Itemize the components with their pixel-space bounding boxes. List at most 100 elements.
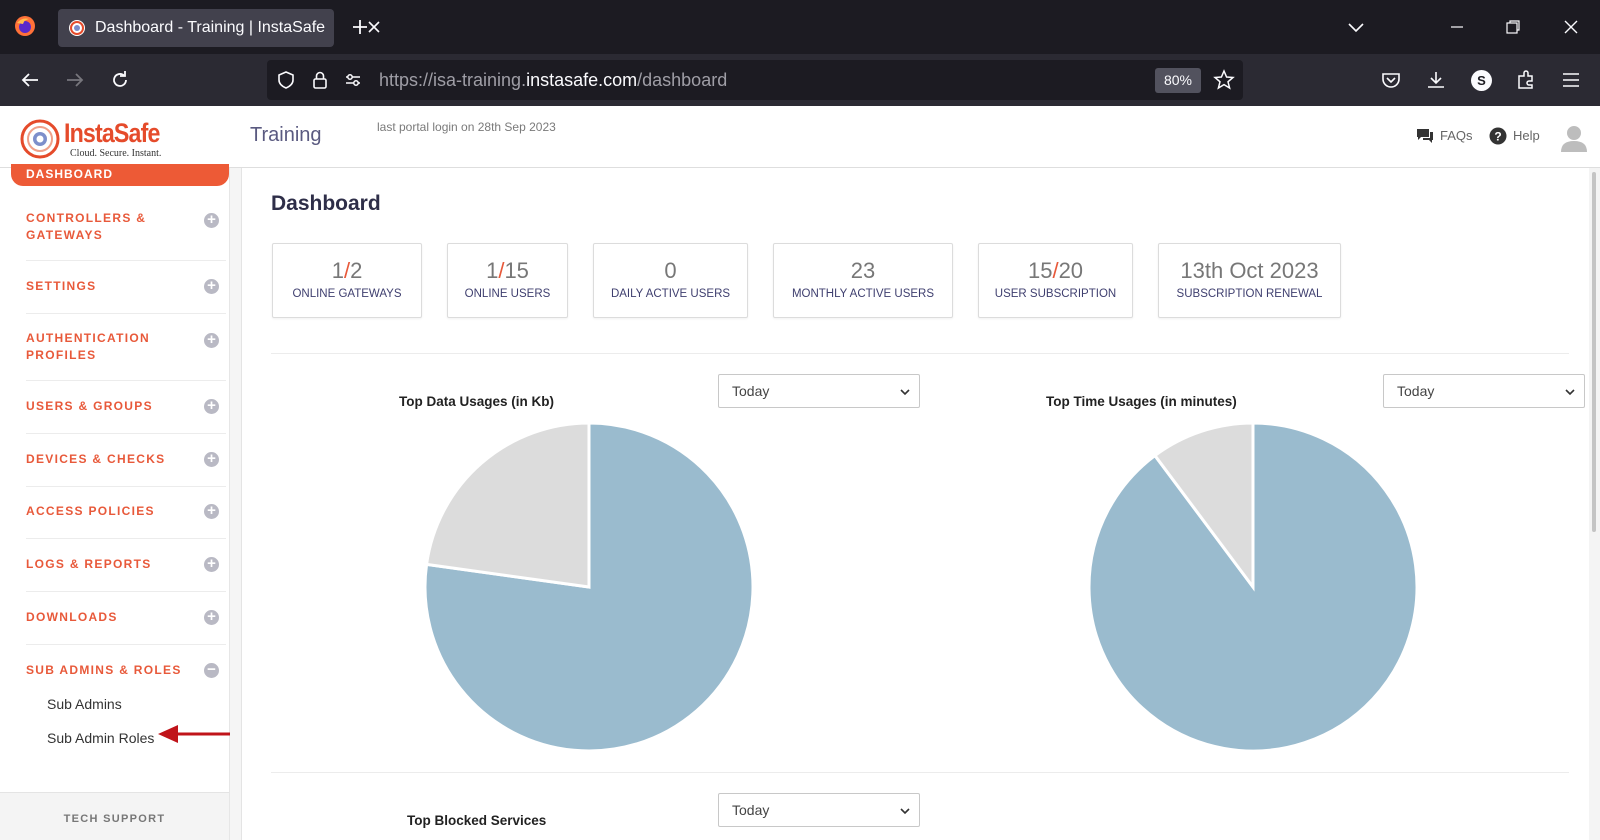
- expand-plus-icon[interactable]: +: [204, 212, 219, 228]
- sidebar-item-label: AUTHENTICATION PROFILES: [26, 331, 150, 362]
- instasafe-logo[interactable]: InstaSafe Cloud. Secure. Instant.: [18, 114, 168, 160]
- expand-plus-icon[interactable]: +: [204, 609, 219, 625]
- browser-nav-bar: https://isa-training.instasafe.com/dashb…: [0, 54, 1600, 106]
- expand-plus-icon[interactable]: +: [204, 503, 219, 519]
- stat-value-a: 13th Oct 2023: [1180, 258, 1319, 283]
- sidebar-divider: [26, 313, 226, 314]
- expand-plus-icon[interactable]: +: [204, 451, 219, 467]
- portal-name: Training: [250, 124, 322, 146]
- last-login-text: last portal login on 28th Sep 2023: [377, 120, 556, 134]
- faqs-link[interactable]: FAQs: [1440, 128, 1473, 143]
- sidebar-item-label: USERS & GROUPS: [26, 399, 153, 413]
- menu-hamburger-icon[interactable]: [1560, 69, 1582, 91]
- tab-title: Dashboard - Training | InstaSafe: [95, 19, 326, 36]
- sidebar-subitem-sub-admins[interactable]: Sub Admins: [47, 696, 122, 712]
- app-header: InstaSafe Cloud. Secure. Instant. Traini…: [0, 106, 1600, 168]
- sidebar-item-label: LOGS & REPORTS: [26, 557, 152, 571]
- url-path: /dashboard: [637, 70, 728, 90]
- stat-value: 15/20: [979, 258, 1132, 284]
- stat-value-a: 23: [850, 258, 876, 283]
- sidebar: DASHBOARD CONTROLLERS & GATEWAYS + SETTI…: [0, 164, 230, 840]
- stat-label: DAILY ACTIVE USERS: [610, 288, 731, 300]
- time-usage-period-select[interactable]: Today: [1383, 374, 1585, 408]
- sidebar-gutter: [230, 168, 242, 840]
- stat-value-a: 1: [331, 258, 344, 283]
- stat-label: SUBSCRIPTION RENEWAL: [1176, 288, 1323, 300]
- stat-label: USER SUBSCRIPTION: [994, 288, 1117, 300]
- minimize-icon[interactable]: [1447, 17, 1467, 37]
- logo-wordmark: InstaSafe: [64, 118, 160, 148]
- sidebar-subitem-sub-admin-roles[interactable]: Sub Admin Roles: [47, 730, 155, 746]
- page-scrollbar[interactable]: [1589, 168, 1600, 840]
- lock-icon[interactable]: [310, 70, 330, 90]
- download-icon[interactable]: [1425, 69, 1447, 91]
- sidebar-item-label: SUB ADMINS & ROLES: [26, 663, 182, 677]
- extensions-puzzle-icon[interactable]: [1515, 69, 1537, 91]
- svg-text:?: ?: [1494, 130, 1501, 144]
- time-usage-title: Top Time Usages (in minutes): [1046, 394, 1237, 409]
- page-title: Dashboard: [271, 192, 381, 215]
- restore-icon[interactable]: [1503, 17, 1523, 37]
- sidebar-divider: [26, 433, 226, 434]
- stat-separator: /: [343, 258, 351, 283]
- collapse-minus-icon[interactable]: −: [204, 662, 219, 678]
- section-divider: [271, 772, 1569, 773]
- pie-slice[interactable]: [423, 421, 755, 753]
- help-question-icon[interactable]: ?: [1489, 127, 1507, 145]
- tab-list-chevron-icon[interactable]: [1346, 17, 1366, 37]
- account-avatar-icon[interactable]: S: [1471, 70, 1492, 91]
- logo-tagline: Cloud. Secure. Instant.: [70, 148, 162, 159]
- sidebar-divider: [26, 486, 226, 487]
- stat-value: 13th Oct 2023: [1159, 258, 1340, 284]
- shield-icon[interactable]: [276, 70, 296, 90]
- close-window-icon[interactable]: [1561, 17, 1581, 37]
- select-value: Today: [732, 383, 770, 399]
- browser-tab-bar: Dashboard - Training | InstaSafe: [0, 0, 1600, 54]
- expand-plus-icon[interactable]: +: [204, 278, 219, 294]
- stat-value-a: 15: [1027, 258, 1053, 283]
- permissions-icon[interactable]: [343, 70, 363, 90]
- stat-value: 1/15: [448, 258, 567, 284]
- stat-value: 1/2: [273, 258, 421, 284]
- instasafe-favicon-icon: [69, 20, 85, 36]
- stat-card-monthly-active-users: 23 MONTHLY ACTIVE USERS: [773, 243, 953, 318]
- data-usage-period-select[interactable]: Today: [718, 374, 920, 408]
- stat-value-a: 1: [486, 258, 499, 283]
- stat-card-subscription-renewal: 13th Oct 2023 SUBSCRIPTION RENEWAL: [1158, 243, 1341, 318]
- select-value: Today: [1397, 383, 1435, 399]
- expand-plus-icon[interactable]: +: [204, 556, 219, 572]
- browser-tab-active[interactable]: Dashboard - Training | InstaSafe: [58, 9, 380, 47]
- section-divider: [271, 353, 1569, 354]
- stat-card-daily-active-users: 0 DAILY ACTIVE USERS: [593, 243, 748, 318]
- pie-slice[interactable]: [1152, 421, 1255, 592]
- close-tab-icon[interactable]: [364, 17, 384, 37]
- faq-chat-icon[interactable]: [1416, 127, 1434, 145]
- back-arrow-icon[interactable]: [19, 69, 41, 91]
- sidebar-item-label: SETTINGS: [26, 279, 97, 293]
- expand-plus-icon[interactable]: +: [204, 332, 219, 348]
- chevron-down-icon: [900, 808, 910, 815]
- blocked-services-period-select[interactable]: Today: [718, 793, 920, 827]
- bookmark-star-icon[interactable]: [1213, 69, 1235, 91]
- stat-value: 0: [594, 258, 747, 284]
- pie-slice[interactable]: [424, 421, 591, 589]
- forward-arrow-icon[interactable]: [64, 69, 86, 91]
- url-prefix: https://isa-training.: [379, 70, 527, 90]
- chevron-down-icon: [1565, 389, 1575, 396]
- sidebar-item-dashboard[interactable]: DASHBOARD: [11, 164, 229, 186]
- zoom-level-badge[interactable]: 80%: [1155, 68, 1201, 93]
- url-host: instasafe.com: [526, 70, 638, 90]
- scrollbar-thumb[interactable]: [1592, 172, 1596, 532]
- sidebar-divider: [26, 538, 226, 539]
- reload-icon[interactable]: [109, 69, 131, 91]
- url-text[interactable]: https://isa-training.instasafe.com/dashb…: [379, 70, 727, 91]
- pocket-icon[interactable]: [1380, 69, 1402, 91]
- firefox-icon[interactable]: [14, 15, 36, 37]
- tech-support-button[interactable]: TECH SUPPORT: [0, 792, 229, 840]
- new-tab-icon[interactable]: [350, 17, 370, 37]
- url-bar[interactable]: https://isa-training.instasafe.com/dashb…: [267, 60, 1243, 100]
- stat-label: ONLINE USERS: [464, 288, 551, 300]
- help-link[interactable]: Help: [1513, 128, 1540, 143]
- user-avatar-icon[interactable]: [1561, 124, 1587, 152]
- expand-plus-icon[interactable]: +: [204, 398, 219, 414]
